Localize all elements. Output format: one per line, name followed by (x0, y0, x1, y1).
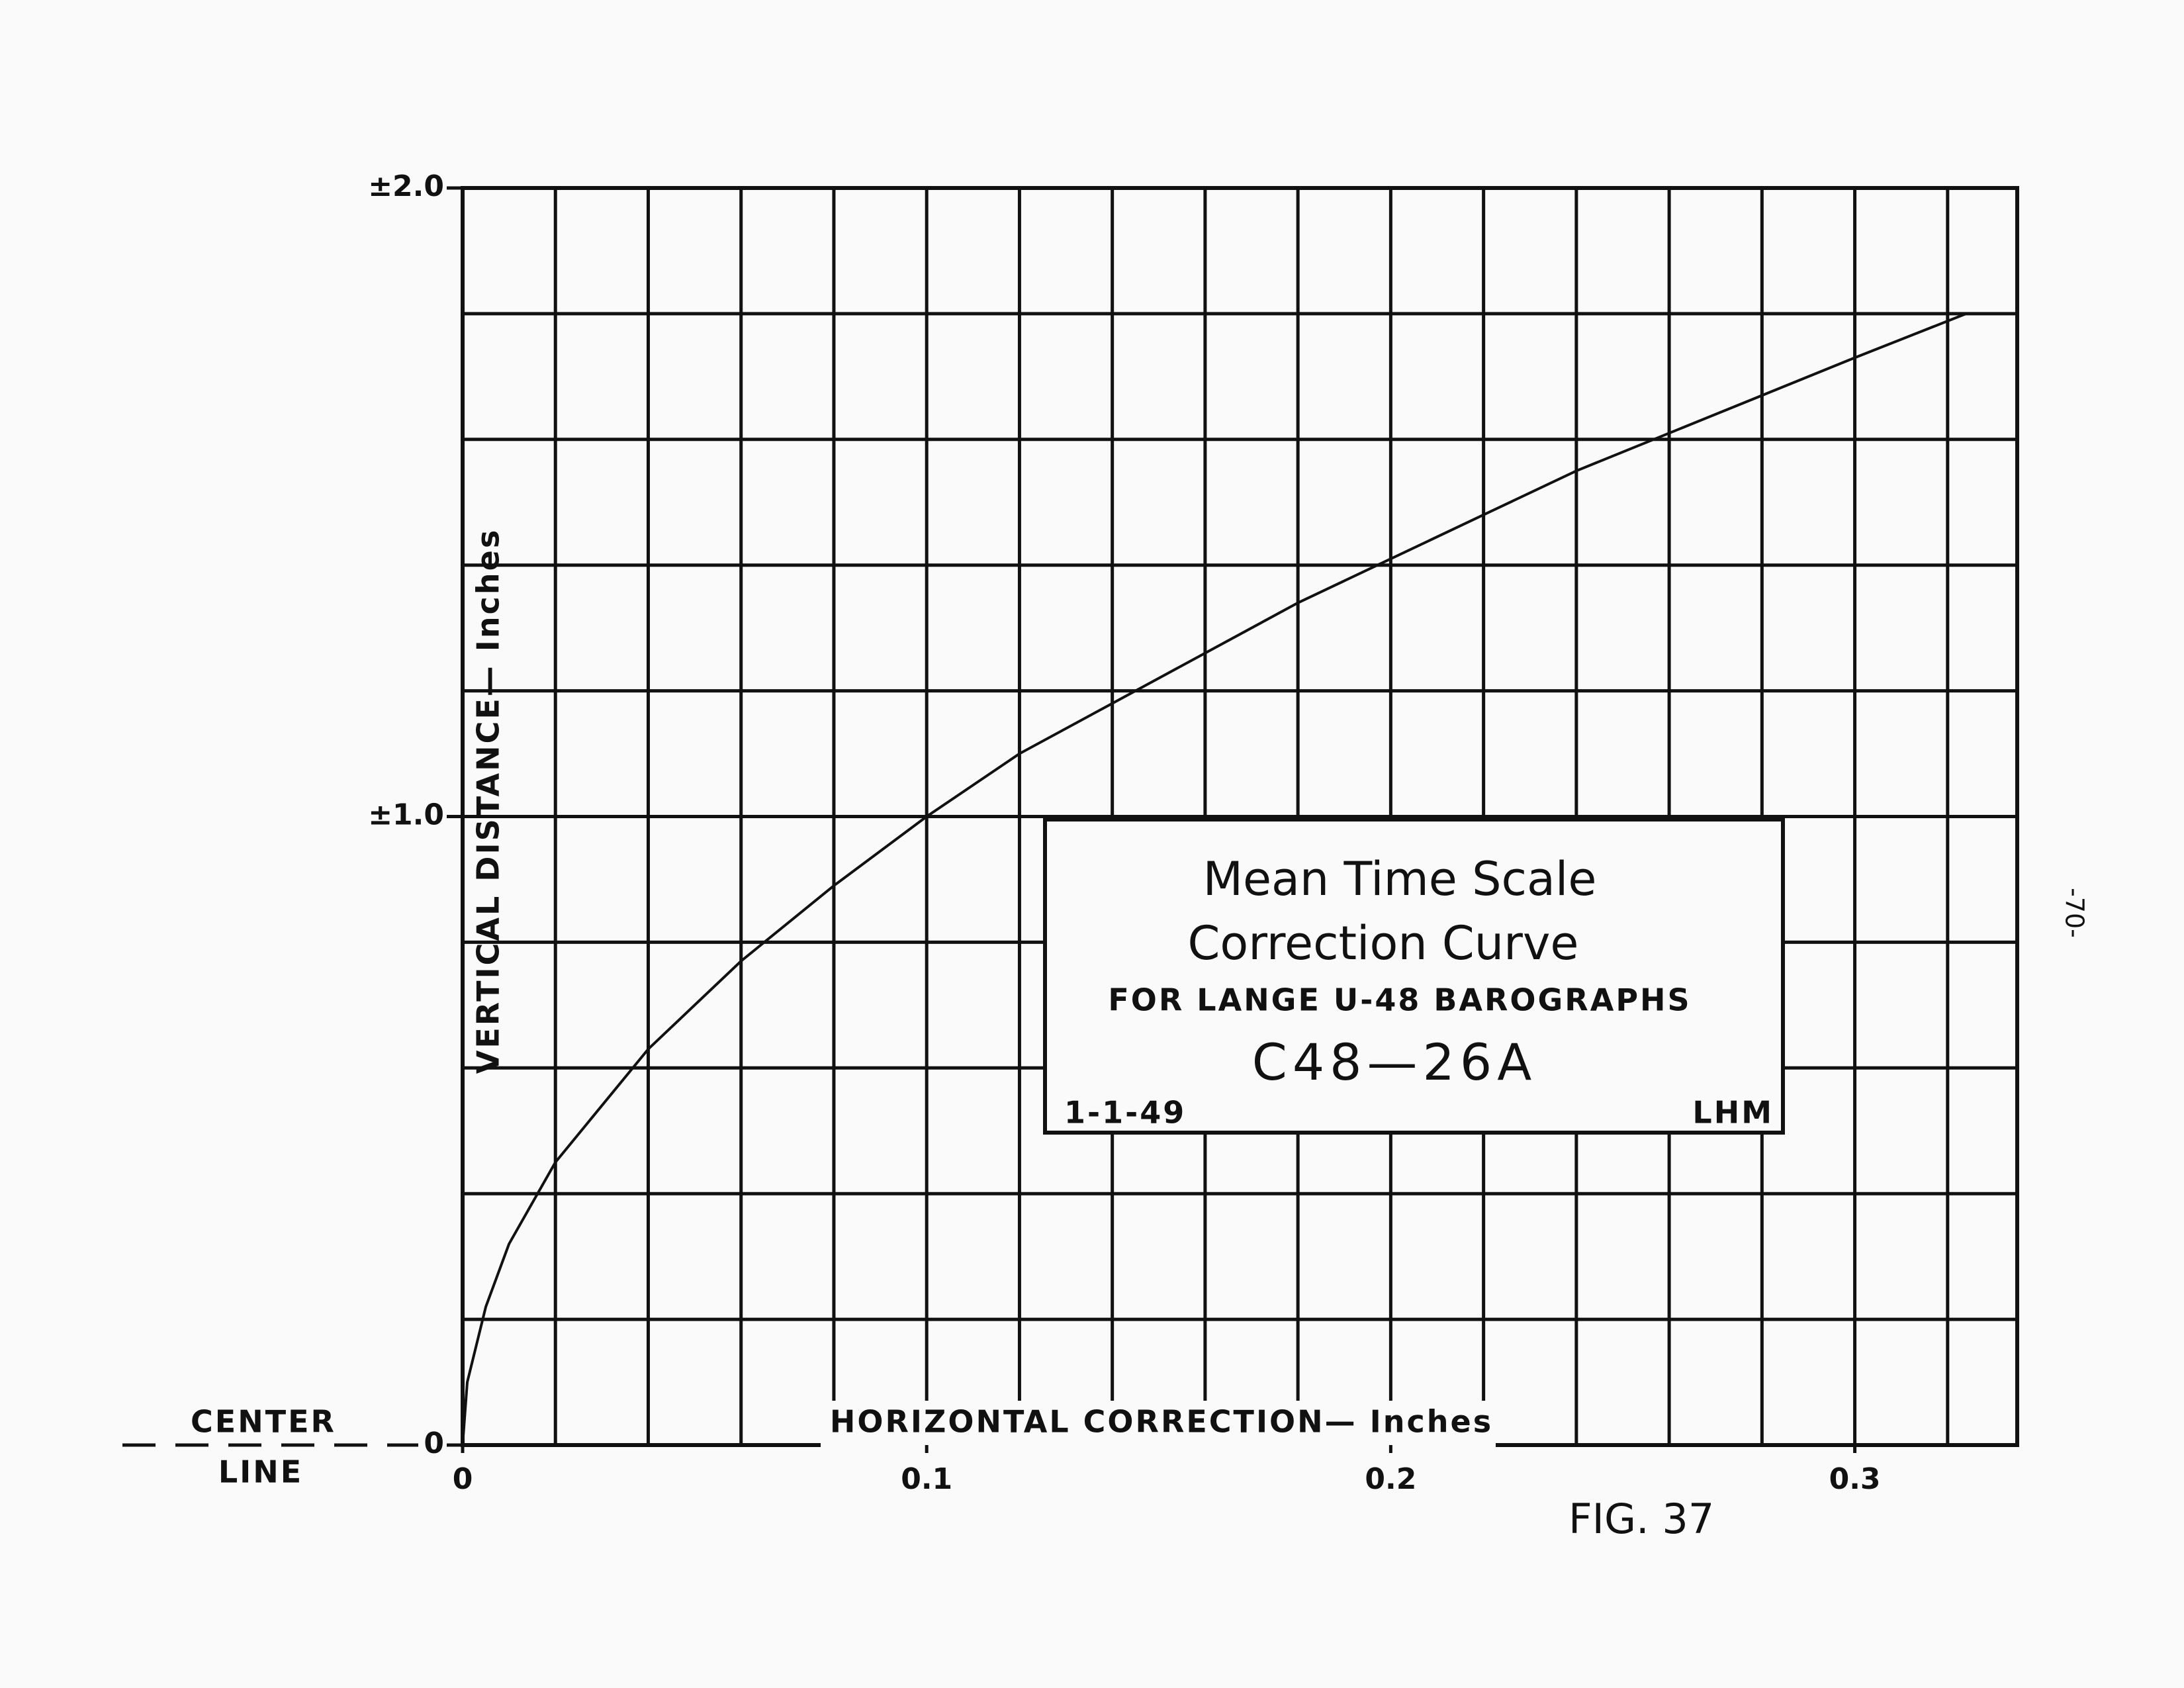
box-code: C48—26A (1252, 1033, 1537, 1092)
page-number: -70- (2060, 888, 2089, 938)
center-label: CENTER (191, 1404, 336, 1440)
box-initials: LHM (1692, 1095, 1774, 1131)
figure-label: FIG. 37 (1569, 1495, 1714, 1543)
center-label: LINE (218, 1454, 303, 1490)
y-tick-label: 0 (424, 1427, 444, 1460)
y-tick-label: ±1.0 (368, 798, 444, 832)
x-tick-label: 0 (453, 1462, 473, 1496)
y-axis-label: VERTICAL DISTANCE— Inches (471, 528, 506, 1074)
x-tick-label: 0.3 (1829, 1462, 1881, 1496)
curve (461, 312, 1967, 1446)
box-title: Correction Curve (1188, 916, 1579, 970)
x-label-backing (821, 1401, 1496, 1447)
x-tick-label: 0.2 (1365, 1462, 1416, 1496)
x-axis-label: HORIZONTAL CORRECTION— Inches (830, 1404, 1493, 1440)
box-frame (1043, 818, 1785, 1135)
box-subtitle: FOR LANGE U-48 BAROGRAPHS (1108, 982, 1691, 1018)
legend-box: Mean Time Scale Correction Curve FOR LAN… (1043, 818, 1785, 1135)
box-date: 1-1-49 (1064, 1095, 1186, 1131)
box-title: Mean Time Scale (1203, 852, 1597, 906)
x-tick-label: 0.1 (901, 1462, 952, 1496)
y-tick-label: ±2.0 (368, 169, 444, 203)
